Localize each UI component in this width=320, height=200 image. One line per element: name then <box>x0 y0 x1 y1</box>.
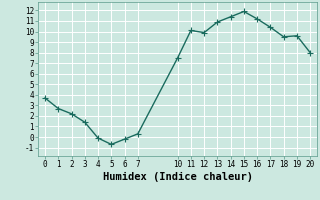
X-axis label: Humidex (Indice chaleur): Humidex (Indice chaleur) <box>103 172 252 182</box>
